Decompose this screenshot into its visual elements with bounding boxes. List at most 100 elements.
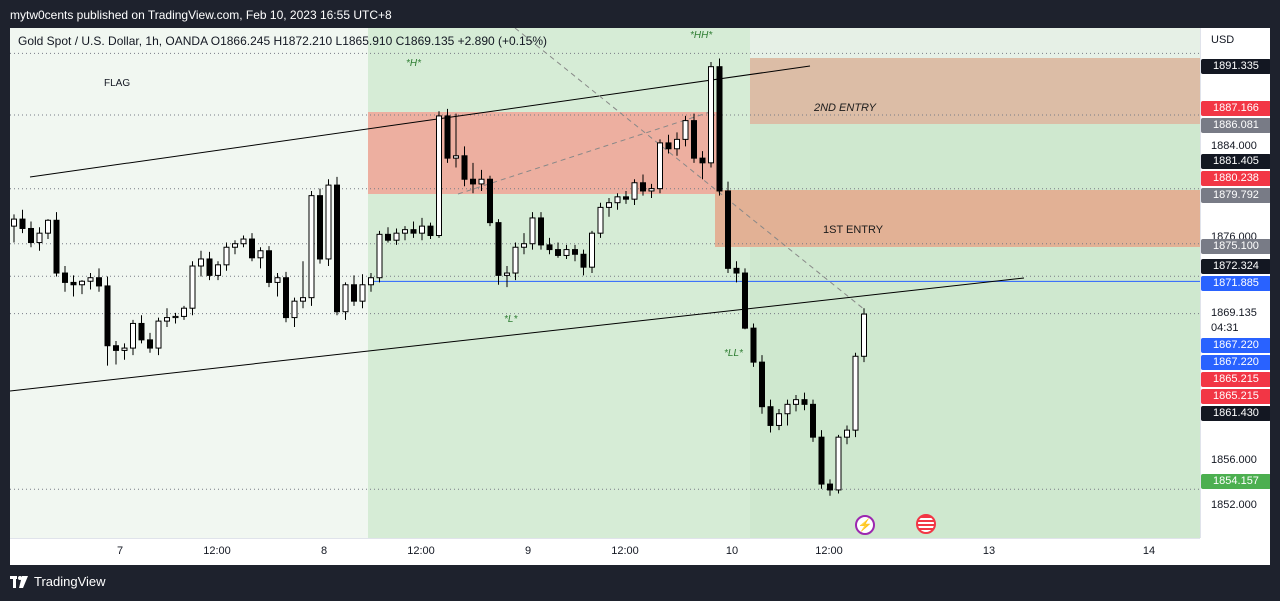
- candle-body: [725, 190, 731, 269]
- candle-body: [402, 229, 408, 234]
- candle-body: [215, 264, 221, 276]
- candle-body: [130, 322, 136, 349]
- time-label: 12:00: [815, 545, 843, 557]
- candle-body: [325, 184, 332, 260]
- candle-body: [189, 265, 196, 309]
- candle-body: [699, 157, 706, 164]
- tradingview-brand: TradingView: [34, 574, 106, 589]
- candle-body: [742, 272, 748, 329]
- second-entry-box[interactable]: [750, 58, 1200, 124]
- price-badge: 1865.215: [1201, 372, 1270, 387]
- candle-body: [291, 300, 298, 319]
- candle-body: [580, 253, 587, 268]
- candle-body: [96, 277, 102, 287]
- candle-body: [87, 277, 94, 282]
- price-badge: 1871.885: [1201, 276, 1270, 291]
- chart-pane[interactable]: 2ND ENTRY 1ST ENTRY Gold Spot / U.S. Dol…: [10, 28, 1200, 538]
- candle-body: [444, 115, 451, 159]
- candle-body: [631, 182, 638, 200]
- candle-body: [844, 429, 850, 438]
- candle-body: [223, 246, 230, 266]
- price-badge: 1861.430: [1201, 406, 1270, 421]
- candle-body: [640, 182, 646, 192]
- candle-body: [495, 222, 502, 276]
- first-entry-box[interactable]: [715, 190, 1200, 247]
- candle-body: [521, 243, 527, 248]
- candle-body: [784, 403, 791, 415]
- candle-body: [657, 142, 663, 190]
- time-label: 8: [320, 545, 328, 557]
- second-entry-label: 2ND ENTRY: [814, 102, 876, 114]
- tradingview-logo-icon: [10, 575, 28, 588]
- candle-body: [776, 413, 782, 426]
- time-label: 12:00: [203, 545, 231, 557]
- bar-countdown: 04:31: [1211, 322, 1239, 334]
- candle-body: [283, 277, 289, 319]
- publish-header: mytw0cents published on TradingView.com,…: [0, 0, 1280, 28]
- candle-body: [555, 249, 561, 256]
- time-axis[interactable]: 7 12:00 8 12:00 9 12:00 10 12:00 13 14: [10, 538, 1200, 565]
- candle-body: [563, 249, 570, 256]
- l-label: *L*: [504, 314, 518, 325]
- candle-body: [70, 281, 77, 286]
- candle-body: [368, 277, 374, 286]
- candle-body: [147, 339, 153, 349]
- candle-body: [240, 238, 247, 245]
- h-label: *H*: [406, 58, 422, 69]
- price-badge: 1886.081: [1201, 118, 1270, 133]
- candle-body: [759, 361, 765, 408]
- candle-body: [334, 184, 340, 313]
- candle-body: [614, 196, 621, 204]
- candle-body: [232, 243, 238, 248]
- candle-body: [45, 219, 51, 234]
- candle-body: [767, 406, 774, 426]
- candle-body: [512, 246, 519, 274]
- time-label: 12:00: [611, 545, 639, 557]
- first-entry-label: 1ST ENTRY: [823, 224, 884, 236]
- flag-label: FLAG: [104, 78, 131, 89]
- projection-dashed-line: [514, 28, 866, 311]
- candle-body: [342, 284, 349, 313]
- candle-body: [28, 227, 34, 244]
- time-label: 10: [725, 545, 739, 557]
- candle-body: [801, 399, 808, 405]
- candle-body: [376, 233, 383, 279]
- time-label: 9: [524, 545, 532, 557]
- candle-body: [529, 217, 536, 245]
- candle-body: [461, 155, 468, 180]
- candle-body: [691, 120, 697, 159]
- hh-label: *HH*: [690, 30, 713, 41]
- candle-body: [708, 66, 714, 164]
- lightning-icon[interactable]: ⚡: [855, 515, 875, 535]
- chart-frame: 2ND ENTRY 1ST ENTRY Gold Spot / U.S. Dol…: [10, 28, 1270, 565]
- candle-body: [121, 347, 128, 351]
- candle-body: [300, 297, 306, 302]
- candle-body: [504, 272, 510, 276]
- candle-body: [257, 250, 264, 259]
- price-badge: 1867.220: [1201, 355, 1270, 370]
- time-label: 14: [1142, 545, 1156, 557]
- tradingview-footer[interactable]: TradingView: [10, 574, 106, 589]
- candle-body: [19, 218, 26, 229]
- candle-body: [546, 244, 553, 251]
- price-axis[interactable]: USD 1884.000 1876.000 1869.135 04:31 185…: [1200, 28, 1270, 538]
- price-tick: 1852.000: [1211, 499, 1257, 511]
- price-tick: 1884.000: [1211, 140, 1257, 152]
- candle-body: [393, 232, 400, 241]
- candle-body: [606, 202, 612, 208]
- candle-body: [733, 267, 740, 274]
- candle-body: [11, 218, 17, 227]
- us-flag-icon[interactable]: [916, 514, 936, 534]
- candle-body: [181, 307, 187, 317]
- candle-body: [36, 232, 43, 244]
- time-label: 12:00: [407, 545, 435, 557]
- candle-body: [266, 250, 272, 283]
- price-tick: 1856.000: [1211, 454, 1257, 466]
- symbol-legend[interactable]: Gold Spot / U.S. Dollar, 1h, OANDA O1866…: [18, 34, 548, 48]
- candle-body: [427, 225, 434, 237]
- candle-body: [478, 178, 485, 185]
- candle-body: [62, 272, 68, 283]
- channel-upper-trendline: [29, 65, 811, 178]
- candle-body: [487, 178, 493, 224]
- price-badge: 1865.215: [1201, 389, 1270, 404]
